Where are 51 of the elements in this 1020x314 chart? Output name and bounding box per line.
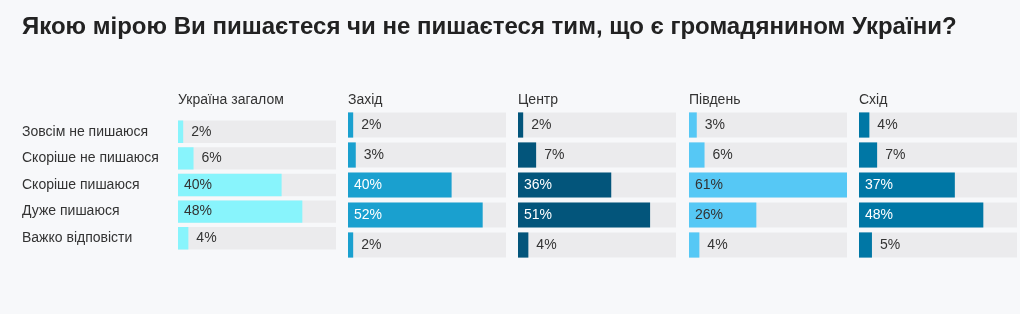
text: Якою мірою Ви пишаєтеся чи не пишаєтеся тим, що є громадянином України? (22, 12, 957, 40)
data-label: 2% (191, 122, 212, 139)
data-label: 6% (712, 145, 733, 162)
bar (689, 232, 700, 258)
data-label: 52% (354, 205, 383, 222)
bar (348, 142, 356, 168)
data-label: 51% (524, 205, 553, 222)
data-label: 4% (536, 235, 557, 252)
data-label: 7% (885, 145, 906, 162)
data-label: 7% (544, 145, 565, 162)
bar (178, 227, 189, 250)
bar (518, 142, 537, 168)
data-label: 4% (877, 115, 898, 132)
data-label: 5% (879, 235, 901, 252)
data-label: 48% (865, 205, 894, 222)
chart-subtitle: Захід (348, 90, 384, 109)
bar (859, 232, 872, 258)
data-label: 40% (354, 175, 383, 192)
data-label: 6% (201, 149, 222, 166)
data-label: 4% (707, 235, 728, 252)
data-label: 48% (184, 202, 213, 219)
bar (859, 142, 878, 168)
data-label: 2% (361, 235, 382, 252)
bar (178, 120, 184, 143)
bar (348, 112, 354, 138)
bar (689, 112, 697, 138)
y-tick-label: Зовсім не пишаюся (22, 122, 149, 139)
bar (518, 232, 529, 258)
bar (859, 112, 870, 138)
data-label: 40% (184, 175, 213, 192)
data-label: 37% (865, 175, 894, 192)
data-label: 4% (196, 229, 217, 246)
chart-subtitle: Схід (859, 90, 889, 109)
y-tick-label: Скоріше не пишаюся (22, 149, 159, 166)
data-label: 3% (363, 145, 384, 162)
bar (518, 112, 524, 138)
y-tick-label: Важко відповісти (22, 229, 133, 246)
chart-subtitle: Південь (689, 90, 742, 109)
y-tick-label: Скоріше пишаюся (22, 175, 140, 192)
data-label: 2% (361, 115, 382, 132)
chart-subtitle: Центр (518, 90, 560, 109)
data-label: 2% (531, 115, 552, 132)
chart-subtitle: Україна загалом (178, 90, 285, 109)
data-label: 26% (695, 205, 724, 222)
data-label: 36% (524, 175, 553, 192)
data-label: 3% (704, 115, 725, 132)
bar (178, 147, 194, 170)
bar (348, 232, 354, 258)
y-tick-label: Дуже пишаюся (22, 202, 120, 219)
data-label: 61% (695, 175, 724, 192)
bar (689, 142, 705, 168)
